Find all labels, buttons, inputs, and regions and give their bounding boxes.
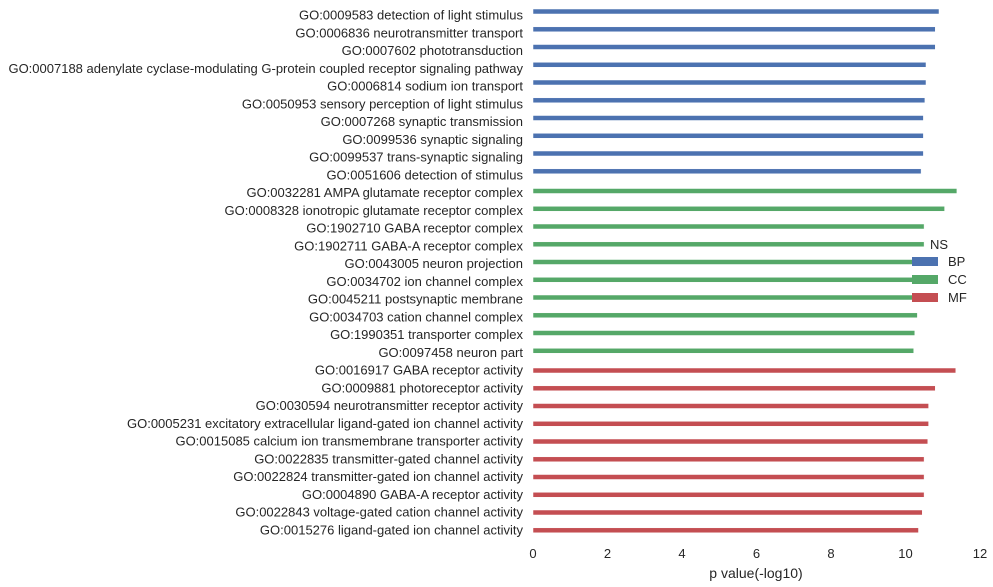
bar-cc-19: [532, 330, 916, 336]
x-tick-label: 6: [753, 546, 760, 561]
category-label: GO:1902711 GABA-A receptor complex: [294, 238, 523, 253]
x-tick-label: 10: [898, 546, 912, 561]
bar-mf-27: [532, 474, 925, 480]
category-label: GO:0006836 neurotransmitter transport: [295, 25, 523, 40]
bar-mf-26: [532, 456, 925, 463]
bar-bp-7: [532, 115, 924, 121]
bar-cc-13: [532, 223, 925, 230]
bar-mf-21: [532, 367, 957, 374]
x-tick-label: 8: [827, 546, 834, 561]
category-label: GO:0032281 AMPA glutamate receptor compl…: [246, 185, 523, 200]
bar-bp-3: [532, 44, 936, 50]
category-label: GO:0009583 detection of light stimulus: [299, 8, 524, 23]
category-label: GO:0097458 neuron part: [378, 345, 523, 360]
bar-bp-1: [532, 8, 940, 15]
bar-cc-14: [532, 241, 925, 248]
x-tick-labels: 0 2 4 6 8 10 12: [529, 546, 987, 561]
category-label: GO:0008328 ionotropic glutamate receptor…: [225, 203, 524, 218]
legend-label-mf: MF: [948, 290, 967, 305]
category-label: GO:0034702 ion channel complex: [326, 274, 523, 289]
x-tick-label: 12: [973, 546, 987, 561]
bar-mf-22: [532, 385, 936, 392]
bar-cc-17: [532, 294, 918, 301]
category-label: GO:0022835 transmitter-gated channel act…: [254, 451, 523, 466]
bar-bp-9: [532, 150, 924, 157]
category-label: GO:0009881 photoreceptor activity: [321, 380, 523, 395]
category-label: GO:0050953 sensory perception of light s…: [242, 96, 524, 111]
category-label: GO:0099537 trans-synaptic signaling: [309, 150, 523, 165]
legend-label-cc: CC: [948, 272, 967, 287]
category-label: GO:0004890 GABA-A receptor activity: [302, 487, 524, 502]
x-axis-title: p value(-log10): [709, 565, 802, 581]
category-label: GO:0007268 synaptic transmission: [321, 114, 523, 129]
category-label: GO:0022843 voltage-gated cation channel …: [235, 505, 523, 520]
bar-bp-8: [532, 133, 924, 139]
x-tick-label: 2: [604, 546, 611, 561]
legend-swatch-mf: [912, 293, 938, 302]
bar-mf-25: [532, 438, 929, 445]
category-label: GO:0007602 phototransduction: [342, 43, 523, 58]
bar-cc-18: [532, 312, 918, 319]
category-label: GO:1902710 GABA receptor complex: [306, 221, 523, 236]
bar-cc-15: [532, 259, 923, 265]
bar-bp-5: [532, 79, 927, 86]
category-label: GO:0006814 sodium ion transport: [327, 79, 523, 94]
bar-mf-29: [532, 509, 923, 516]
bar-cc-12: [532, 206, 945, 212]
category-label: GO:0015276 ligand-gated ion channel acti…: [260, 522, 524, 537]
bar-bp-4: [532, 62, 927, 68]
bar-bp-6: [532, 97, 926, 104]
category-label: GO:0099536 synaptic signaling: [342, 132, 523, 147]
category-label: GO:0030594 neurotransmitter receptor act…: [256, 398, 524, 413]
bar-mf-30: [532, 527, 919, 534]
bar-cc-20: [532, 348, 914, 354]
bar-cc-16: [532, 277, 918, 283]
category-label: GO:0016917 GABA receptor activity: [315, 363, 524, 378]
category-label: GO:0034703 cation channel complex: [309, 309, 523, 324]
category-label: GO:0043005 neuron projection: [344, 256, 523, 271]
category-label: GO:0005231 excitatory extracellular liga…: [127, 416, 524, 431]
bar-mf-23: [532, 403, 929, 409]
bar-bp-10: [532, 168, 922, 175]
bar-cc-11: [532, 188, 958, 194]
bar-mf-24: [532, 421, 929, 427]
bar-bp-2: [532, 26, 936, 33]
x-tick-label: 0: [529, 546, 536, 561]
legend: NS BP CC MF: [912, 237, 967, 305]
category-label: GO:1990351 transporter complex: [330, 327, 523, 342]
legend-swatch-bp: [912, 257, 938, 266]
category-labels: GO:0009583 detection of light stimulus GO…: [8, 8, 523, 538]
category-label: GO:0022824 transmitter-gated ion channel…: [233, 469, 523, 484]
legend-label-bp: BP: [948, 254, 965, 269]
legend-swatch-cc: [912, 275, 938, 284]
category-label: GO:0045211 postsynaptic membrane: [308, 292, 523, 307]
x-tick-label: 4: [678, 546, 685, 561]
legend-title: NS: [930, 237, 948, 252]
category-label: GO:0015085 calcium ion transmembrane tra…: [175, 434, 523, 449]
category-label: GO:0007188 adenylate cyclase-modulating …: [8, 61, 523, 76]
category-label: GO:0051606 detection of stimulus: [326, 167, 523, 182]
bar-mf-28: [532, 492, 925, 498]
bars-group: [532, 8, 958, 534]
